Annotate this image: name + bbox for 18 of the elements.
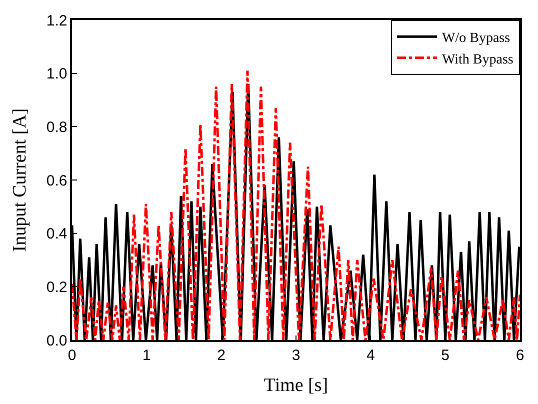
x-tick-label: 2 — [217, 346, 226, 364]
x-tick-label: 0 — [68, 346, 76, 364]
y-tick-label: 0.6 — [46, 172, 68, 190]
legend-label: W/o Bypass — [442, 31, 510, 46]
x-tick-label: 4 — [366, 346, 375, 364]
x-tick-label: 3 — [292, 346, 300, 364]
y-tick-label: 0.2 — [46, 278, 68, 296]
legend-label: With Bypass — [442, 52, 514, 68]
y-tick-label: 0.8 — [46, 118, 68, 136]
x-tick-label: 6 — [516, 346, 524, 364]
x-tick-label: 5 — [441, 346, 450, 364]
y-tick-label: 0.4 — [46, 226, 68, 243]
y-tick-label: 1.0 — [46, 66, 68, 83]
y-tick-label: 1.2 — [46, 12, 68, 30]
y-tick-label: 0.0 — [46, 332, 68, 350]
x-tick-label: 1 — [142, 346, 151, 364]
x-axis-title: Time [s] — [264, 375, 328, 396]
y-axis-title: Inuput Current [A] — [10, 108, 31, 252]
